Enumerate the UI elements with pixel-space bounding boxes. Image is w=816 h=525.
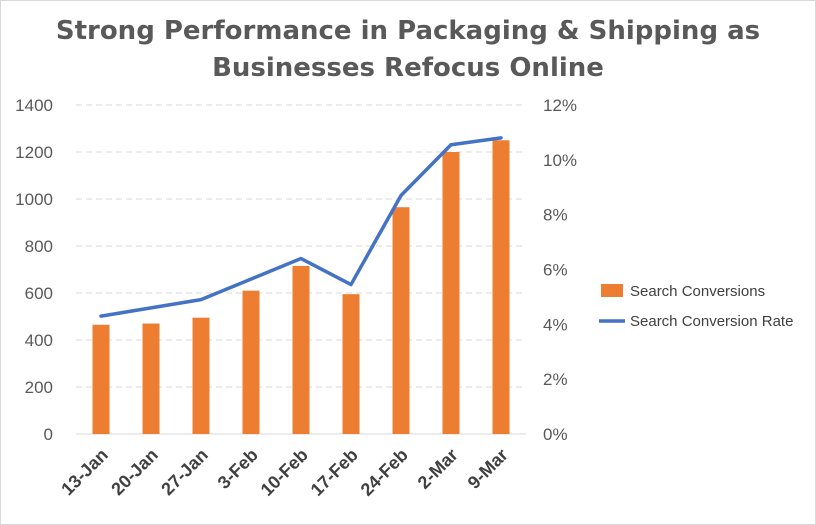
x-tick-label: 17-Feb	[307, 445, 362, 500]
left-tick-label: 800	[25, 237, 53, 256]
right-tick-label: 6%	[543, 261, 568, 280]
bar-24-feb	[393, 207, 410, 434]
bar-2-mar	[443, 152, 460, 434]
left-tick-label: 1200	[15, 143, 53, 162]
x-tick-label: 13-Jan	[57, 445, 111, 499]
bar-series-search-conversions	[93, 140, 510, 434]
bar-9-mar	[493, 140, 510, 434]
right-tick-label: 12%	[543, 96, 577, 115]
bar-17-feb	[343, 294, 360, 434]
left-tick-label: 400	[25, 331, 53, 350]
right-tick-label: 2%	[543, 370, 568, 389]
right-tick-label: 8%	[543, 206, 568, 225]
x-tick-label: 10-Feb	[257, 445, 312, 500]
x-tick-label: 20-Jan	[107, 445, 161, 499]
x-tick-label: 2-Mar	[414, 445, 462, 493]
x-tick-label: 9-Mar	[464, 445, 512, 493]
legend: Search Conversions Search Conversion Rate	[599, 283, 793, 330]
left-tick-label: 1400	[15, 96, 53, 115]
left-tick-label: 1000	[15, 190, 53, 209]
x-tick-label: 24-Feb	[357, 445, 412, 500]
bar-27-jan	[193, 318, 210, 434]
chart-title-line-1: Strong Performance in Packaging & Shippi…	[56, 16, 760, 46]
bar-3-feb	[243, 291, 260, 434]
left-tick-label: 0	[44, 425, 53, 444]
left-axis: 0 200 400 600 800 1000 1200 1400	[15, 96, 53, 444]
right-tick-label: 0%	[543, 425, 568, 444]
right-tick-label: 4%	[543, 315, 568, 334]
legend-label-search-conversions: Search Conversions	[630, 283, 765, 300]
x-tick-label: 3-Feb	[214, 445, 262, 493]
chart-title-line-2: Businesses Refocus Online	[212, 53, 604, 83]
bar-10-feb	[293, 266, 310, 434]
x-tick-label: 27-Jan	[157, 445, 211, 499]
left-tick-label: 200	[25, 378, 53, 397]
right-tick-label: 10%	[543, 151, 577, 170]
legend-label-search-conversion-rate: Search Conversion Rate	[630, 313, 793, 330]
bar-20-jan	[143, 324, 160, 434]
left-tick-label: 600	[25, 284, 53, 303]
chart-title: Strong Performance in Packaging & Shippi…	[56, 16, 760, 83]
bar-13-jan	[93, 325, 110, 434]
right-axis: 0% 2% 4% 6% 8% 10% 12%	[543, 96, 577, 444]
legend-swatch-bar	[601, 284, 623, 297]
